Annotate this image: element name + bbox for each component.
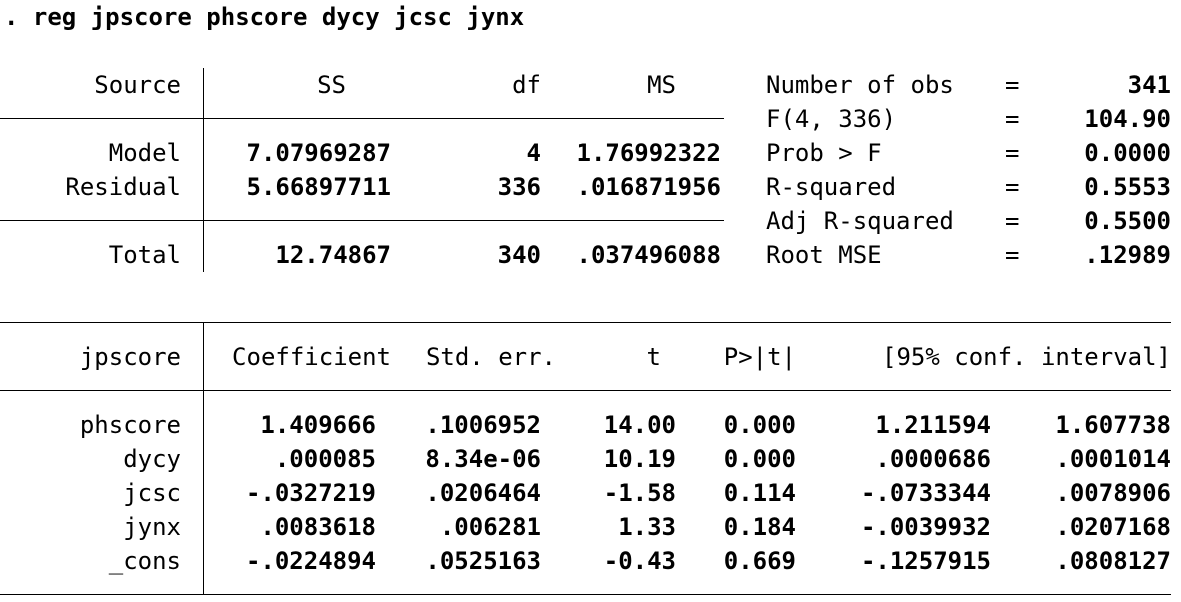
anova-model-ss: 7.07969287 xyxy=(246,139,392,167)
coef-header-t: t xyxy=(646,343,661,371)
coef-p: 0.114 xyxy=(723,479,796,507)
stat-label-probf: Prob > F xyxy=(766,139,882,167)
coef-t: 10.19 xyxy=(603,445,676,473)
coef-ci-high: 1.607738 xyxy=(1055,411,1171,439)
stat-value-f: 104.90 xyxy=(1084,105,1171,133)
stat-eq-rmse: = xyxy=(1005,241,1020,269)
coef-value: -.0224894 xyxy=(245,547,376,575)
anova-total-ss: 12.74867 xyxy=(275,241,391,269)
stat-value-nobs: 341 xyxy=(1127,71,1171,99)
stat-eq-adjr2: = xyxy=(1005,207,1020,235)
coef-se: .0206464 xyxy=(425,479,541,507)
coef-ci-low: 1.211594 xyxy=(875,411,991,439)
coef-header-ci: [95% conf. interval] xyxy=(882,343,1171,371)
anova-total-label: Total xyxy=(108,241,181,269)
coef-p: 0.000 xyxy=(723,445,796,473)
stat-value-rmse: .12989 xyxy=(1084,241,1171,269)
anova-vertical-divider xyxy=(203,68,204,272)
stat-eq-probf: = xyxy=(1005,139,1020,167)
coef-ci-high: .0078906 xyxy=(1055,479,1171,507)
anova-total-df: 340 xyxy=(497,241,541,269)
anova-header-rule xyxy=(0,118,724,119)
coef-value: .000085 xyxy=(274,445,376,473)
anova-header-ms: MS xyxy=(647,71,676,99)
coef-header-rule xyxy=(0,390,1171,391)
coef-ci-high: .0207168 xyxy=(1055,513,1171,541)
coef-var-name: dycy xyxy=(123,445,181,473)
coef-p: 0.669 xyxy=(723,547,796,575)
stat-value-adjr2: 0.5500 xyxy=(1084,207,1171,235)
coef-var-name: phscore xyxy=(79,411,181,439)
coef-se: .1006952 xyxy=(425,411,541,439)
coef-var-name: jcsc xyxy=(123,479,181,507)
anova-total-ms: .037496088 xyxy=(576,241,722,269)
coef-ci-high: .0808127 xyxy=(1055,547,1171,575)
coef-se: .0525163 xyxy=(425,547,541,575)
anova-residual-ms: .016871956 xyxy=(576,173,722,201)
anova-residual-df: 336 xyxy=(497,173,541,201)
coef-var-name: jynx xyxy=(123,513,181,541)
coef-var-name: _cons xyxy=(108,547,181,575)
anova-total-rule xyxy=(0,220,724,221)
coef-ci-low: .0000686 xyxy=(875,445,991,473)
coef-header-p: P>|t| xyxy=(723,343,796,371)
coef-t: -0.43 xyxy=(603,547,676,575)
coef-header-se: Std. err. xyxy=(425,343,556,371)
anova-model-label: Model xyxy=(108,139,181,167)
coef-se: .006281 xyxy=(439,513,541,541)
stat-label-r2: R-squared xyxy=(766,173,897,201)
coef-value: -.0327219 xyxy=(245,479,376,507)
anova-residual-label: Residual xyxy=(65,173,181,201)
stat-value-probf: 0.0000 xyxy=(1084,139,1171,167)
coef-se: 8.34e-06 xyxy=(425,445,541,473)
stat-label-adjr2: Adj R-squared xyxy=(766,207,954,235)
stat-label-f: F(4, 336) xyxy=(766,105,897,133)
coef-t: 14.00 xyxy=(603,411,676,439)
stat-eq-f: = xyxy=(1005,105,1020,133)
anova-model-ms: 1.76992322 xyxy=(576,139,722,167)
coef-header-depvar: jpscore xyxy=(79,343,181,371)
stat-label-rmse: Root MSE xyxy=(766,241,882,269)
coef-ci-high: .0001014 xyxy=(1055,445,1171,473)
stat-eq-r2: = xyxy=(1005,173,1020,201)
coef-header-coef: Coefficient xyxy=(232,343,391,371)
anova-residual-ss: 5.66897711 xyxy=(246,173,392,201)
coef-top-rule xyxy=(0,322,1171,323)
coef-value: 1.409666 xyxy=(260,411,376,439)
anova-header-source: Source xyxy=(94,71,181,99)
coef-p: 0.000 xyxy=(723,411,796,439)
anova-header-df: df xyxy=(512,71,541,99)
coef-p: 0.184 xyxy=(723,513,796,541)
coef-t: -1.58 xyxy=(603,479,676,507)
coef-ci-low: -.0039932 xyxy=(860,513,991,541)
coef-ci-low: -.1257915 xyxy=(860,547,991,575)
coef-t: 1.33 xyxy=(618,513,676,541)
coef-vertical-divider xyxy=(203,322,204,594)
command-line: . reg jpscore phscore dycy jcsc jynx xyxy=(4,3,525,31)
stat-value-r2: 0.5553 xyxy=(1084,173,1171,201)
stat-eq-nobs: = xyxy=(1005,71,1020,99)
anova-header-ss: SS xyxy=(317,71,346,99)
coef-value: .0083618 xyxy=(260,513,376,541)
stat-label-nobs: Number of obs xyxy=(766,71,954,99)
anova-model-df: 4 xyxy=(526,139,541,167)
coef-bottom-rule xyxy=(0,594,1171,595)
coef-ci-low: -.0733344 xyxy=(860,479,991,507)
